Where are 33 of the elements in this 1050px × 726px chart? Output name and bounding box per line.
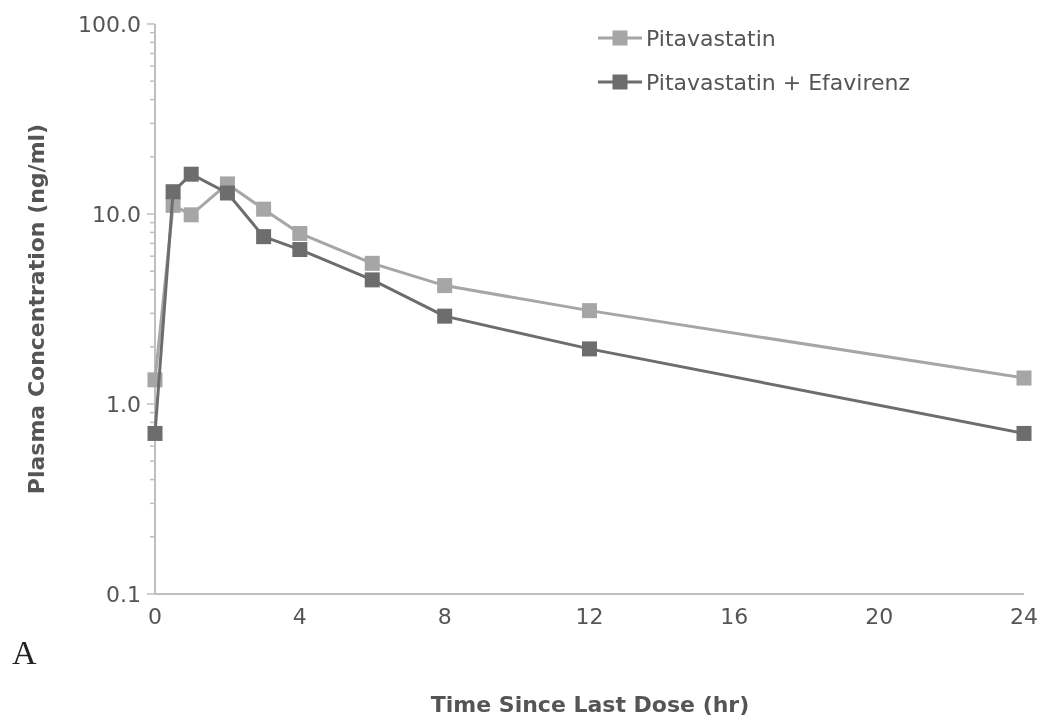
x-axis-title: Time Since Last Dose (hr): [430, 692, 750, 717]
point: [183, 166, 199, 182]
y-tick-label: 0.1: [106, 581, 141, 607]
point: [364, 255, 380, 271]
point: [364, 272, 380, 288]
x-tick-label: 24: [1010, 604, 1038, 629]
point: [256, 229, 272, 245]
x-tick-label: 0: [148, 604, 162, 629]
y-axis-title: Plasma Concentration (ng/ml): [24, 123, 49, 495]
point: [165, 184, 181, 200]
point: [582, 341, 597, 357]
point: [1016, 370, 1032, 386]
point: [256, 201, 272, 217]
point: [292, 242, 308, 258]
y-tick-label: 10.0: [92, 201, 141, 227]
point: [437, 308, 453, 324]
point: [1016, 425, 1032, 441]
x-tick-label: 16: [720, 604, 749, 629]
y-tick-label: 1.0: [106, 391, 141, 417]
legend-label: Pitavastatin: [646, 25, 776, 51]
point: [582, 303, 597, 319]
point: [292, 225, 308, 241]
x-tick-label: 8: [437, 604, 452, 629]
y-tick-label: 100.0: [78, 11, 141, 37]
point: [219, 185, 235, 201]
x-tick-label: 4: [292, 604, 307, 629]
point: [437, 278, 453, 294]
point: [183, 207, 199, 223]
legend-label: Pitavastatin + Efavirenz: [646, 69, 911, 95]
text: A: [12, 634, 37, 671]
x-tick-label: 20: [865, 604, 894, 629]
point: [147, 425, 163, 441]
x-tick-label: 12: [575, 604, 604, 629]
